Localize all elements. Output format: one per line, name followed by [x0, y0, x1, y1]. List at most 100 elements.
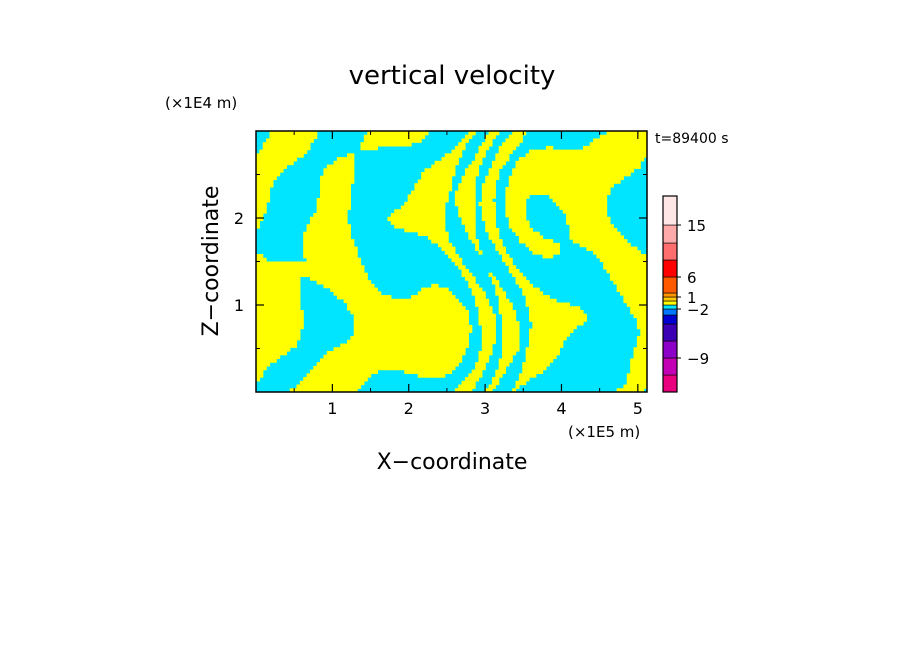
positive-cell	[458, 205, 463, 210]
positive-cell	[552, 302, 557, 307]
positive-cell	[525, 194, 530, 199]
positive-cell	[286, 160, 291, 166]
positive-cell	[616, 246, 621, 251]
positive-cell	[367, 145, 372, 151]
colorbar-segment	[662, 259, 678, 278]
positive-cell	[582, 172, 587, 177]
positive-cell	[623, 257, 628, 263]
positive-cell	[380, 358, 385, 363]
positive-cell	[282, 287, 287, 292]
positive-cell	[596, 190, 601, 195]
positive-cell	[518, 164, 523, 169]
positive-cell	[266, 328, 271, 333]
positive-cell	[367, 339, 372, 345]
positive-cell	[566, 157, 571, 162]
positive-cell	[545, 306, 550, 311]
positive-cell	[387, 216, 392, 222]
positive-cell	[286, 138, 291, 143]
positive-cell	[296, 272, 301, 278]
positive-cell	[569, 153, 574, 158]
positive-cell	[593, 220, 598, 225]
positive-cell	[309, 220, 314, 225]
positive-cell	[397, 138, 402, 143]
positive-cell	[347, 354, 351, 360]
positive-cell	[441, 220, 446, 225]
positive-cell	[616, 287, 621, 292]
positive-cell	[572, 321, 577, 326]
positive-cell	[414, 313, 419, 319]
positive-cell	[481, 205, 486, 210]
positive-cell	[438, 350, 442, 356]
positive-cell	[256, 324, 260, 330]
positive-cell	[636, 283, 641, 289]
positive-cell	[296, 384, 301, 389]
positive-cell	[380, 328, 385, 333]
positive-cell	[569, 227, 574, 233]
positive-cell	[448, 186, 453, 192]
positive-cell	[643, 287, 647, 292]
positive-cell	[603, 138, 608, 143]
positive-cell	[330, 369, 335, 374]
positive-cell	[569, 205, 574, 210]
positive-cell	[475, 302, 480, 307]
positive-cell	[488, 384, 493, 389]
positive-cell	[603, 157, 608, 162]
positive-cell	[289, 272, 294, 278]
positive-cell	[256, 339, 260, 345]
positive-cell	[481, 358, 486, 363]
positive-cell	[289, 157, 294, 162]
positive-cell	[394, 321, 399, 326]
positive-cell	[522, 362, 527, 367]
positive-cell	[576, 205, 581, 210]
positive-cell	[633, 261, 638, 266]
positive-cell	[353, 265, 358, 270]
positive-cell	[603, 142, 608, 147]
positive-cell	[488, 309, 493, 315]
positive-cell	[326, 186, 331, 192]
positive-cell	[363, 354, 368, 360]
positive-cell	[417, 324, 422, 330]
positive-cell	[343, 287, 348, 292]
positive-cell	[434, 373, 439, 378]
positive-cell	[458, 194, 463, 199]
positive-cell	[256, 261, 260, 266]
positive-cell	[549, 309, 554, 315]
positive-cell	[441, 227, 446, 233]
positive-cell	[454, 298, 459, 304]
positive-cell	[640, 365, 645, 371]
positive-cell	[623, 157, 628, 162]
positive-cell	[603, 205, 608, 210]
positive-cell	[569, 157, 574, 162]
positive-cell	[599, 157, 604, 162]
positive-cell	[535, 175, 540, 181]
positive-cell	[279, 149, 284, 154]
positive-cell	[609, 142, 614, 147]
positive-cell	[367, 309, 372, 315]
positive-cell	[350, 257, 355, 263]
positive-cell	[582, 201, 587, 207]
positive-cell	[461, 343, 466, 348]
positive-cell	[303, 268, 308, 274]
positive-cell	[609, 160, 614, 166]
positive-cell	[529, 183, 533, 188]
positive-cell	[424, 175, 429, 181]
positive-cell	[394, 306, 399, 311]
positive-cell	[279, 306, 284, 311]
positive-cell	[603, 254, 608, 259]
positive-cell	[461, 186, 466, 192]
positive-cell	[438, 172, 442, 177]
positive-cell	[286, 291, 291, 296]
positive-cell	[286, 317, 291, 322]
positive-cell	[323, 261, 328, 266]
positive-cell	[306, 239, 311, 244]
positive-cell	[596, 138, 601, 143]
positive-cell	[545, 317, 550, 322]
positive-cell	[363, 291, 368, 296]
positive-cell	[373, 324, 378, 330]
positive-cell	[404, 336, 409, 341]
positive-cell	[424, 201, 429, 207]
positive-cell	[256, 213, 260, 218]
positive-cell	[438, 216, 442, 222]
positive-cell	[448, 343, 453, 348]
positive-cell	[326, 276, 331, 281]
